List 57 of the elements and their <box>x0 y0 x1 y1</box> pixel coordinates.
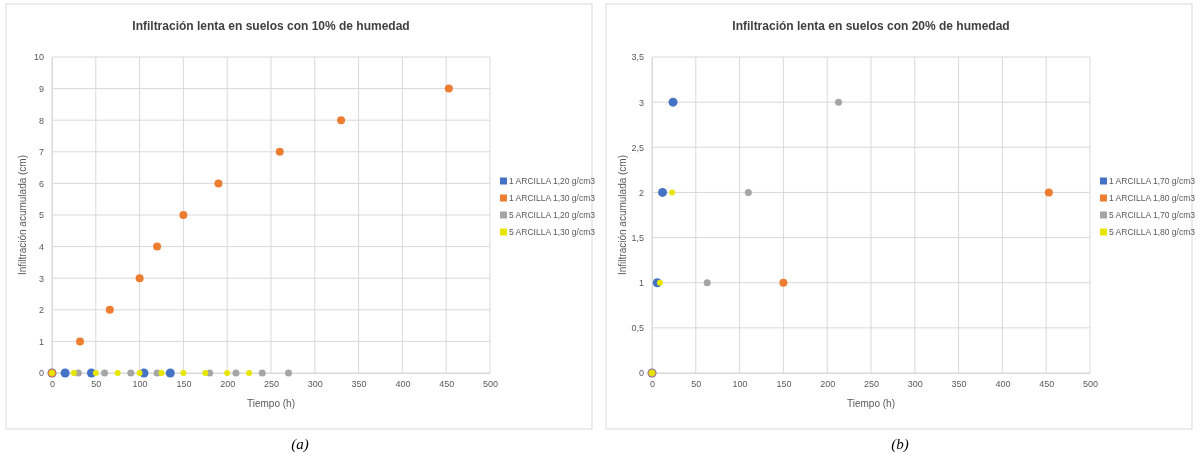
y-tick-label: 2,5 <box>631 142 644 153</box>
y-tick-label: 1 <box>638 278 644 289</box>
x-tick-label: 100 <box>732 379 748 390</box>
y-tick-label: 7 <box>38 147 44 158</box>
y-tick-label: 3 <box>638 97 644 108</box>
y-tick-label: 2 <box>638 187 644 198</box>
x-tick-label: 150 <box>176 379 192 390</box>
legend-label: 5 ARCILLA 1,80 g/cm3 <box>1109 227 1196 237</box>
y-tick-label: 0 <box>38 368 44 379</box>
y-tick-label: 8 <box>38 115 44 126</box>
y-tick-label: 3,5 <box>631 52 644 63</box>
x-tick-label: 400 <box>995 379 1011 390</box>
chart-title: Infiltración lenta en suelos con 10% de humedad <box>132 19 410 33</box>
legend-label: 1 ARCILLA 1,80 g/cm3 <box>1109 193 1196 203</box>
legend-label: 5 ARCILLA 1,30 g/cm3 <box>509 227 596 237</box>
x-axis-title: Tiempo (h) <box>847 398 895 409</box>
y-tick-label: 1 <box>38 336 44 347</box>
y-tick-label: 1,5 <box>631 232 644 243</box>
y-tick-label: 6 <box>38 178 44 189</box>
y-tick-label: 0 <box>638 368 644 379</box>
y-tick-label: 2 <box>38 305 44 316</box>
x-tick-label: 350 <box>351 379 367 390</box>
text: (a) <box>291 436 309 453</box>
x-tick-label: 500 <box>482 379 499 390</box>
y-axis-title: Infiltración acumulada (cm) <box>17 154 28 276</box>
x-tick-label: 200 <box>220 379 236 390</box>
y-tick-label: 10 <box>33 52 44 63</box>
legend-label: 1 ARCILLA 1,30 g/cm3 <box>509 193 596 203</box>
x-tick-label: 50 <box>91 379 102 390</box>
legend-label: 1 ARCILLA 1,20 g/cm3 <box>509 176 596 186</box>
x-tick-label: 450 <box>439 379 455 390</box>
text: (b) <box>891 436 909 453</box>
x-tick-label: 300 <box>907 379 923 390</box>
x-tick-label: 100 <box>132 379 148 390</box>
y-axis-title: Infiltración acumulada (cm) <box>617 154 628 276</box>
x-tick-label: 250 <box>263 379 280 390</box>
x-tick-label: 50 <box>691 379 702 390</box>
y-tick-label: 3 <box>38 273 44 284</box>
x-tick-label: 0 <box>649 379 656 390</box>
x-tick-label: 300 <box>307 379 323 390</box>
x-tick-label: 150 <box>776 379 792 390</box>
x-tick-label: 200 <box>820 379 836 390</box>
y-tick-label: 9 <box>38 83 44 94</box>
x-tick-label: 400 <box>395 379 411 390</box>
x-tick-label: 450 <box>1039 379 1055 390</box>
x-tick-label: 0 <box>49 379 56 390</box>
legend-label: 1 ARCILLA 1,70 g/cm3 <box>1109 176 1196 186</box>
y-tick-label: 5 <box>38 210 44 221</box>
x-tick-label: 500 <box>1082 379 1099 390</box>
x-axis-title: Tiempo (h) <box>247 398 295 409</box>
legend-label: 5 ARCILLA 1,70 g/cm3 <box>1109 210 1196 220</box>
x-tick-label: 250 <box>863 379 880 390</box>
y-tick-label: 4 <box>38 241 44 252</box>
y-tick-label: 0,5 <box>631 323 644 334</box>
x-tick-label: 350 <box>951 379 967 390</box>
chart-title: Infiltración lenta en suelos con 20% de humedad <box>732 19 1010 33</box>
legend-label: 5 ARCILLA 1,20 g/cm3 <box>509 210 596 220</box>
